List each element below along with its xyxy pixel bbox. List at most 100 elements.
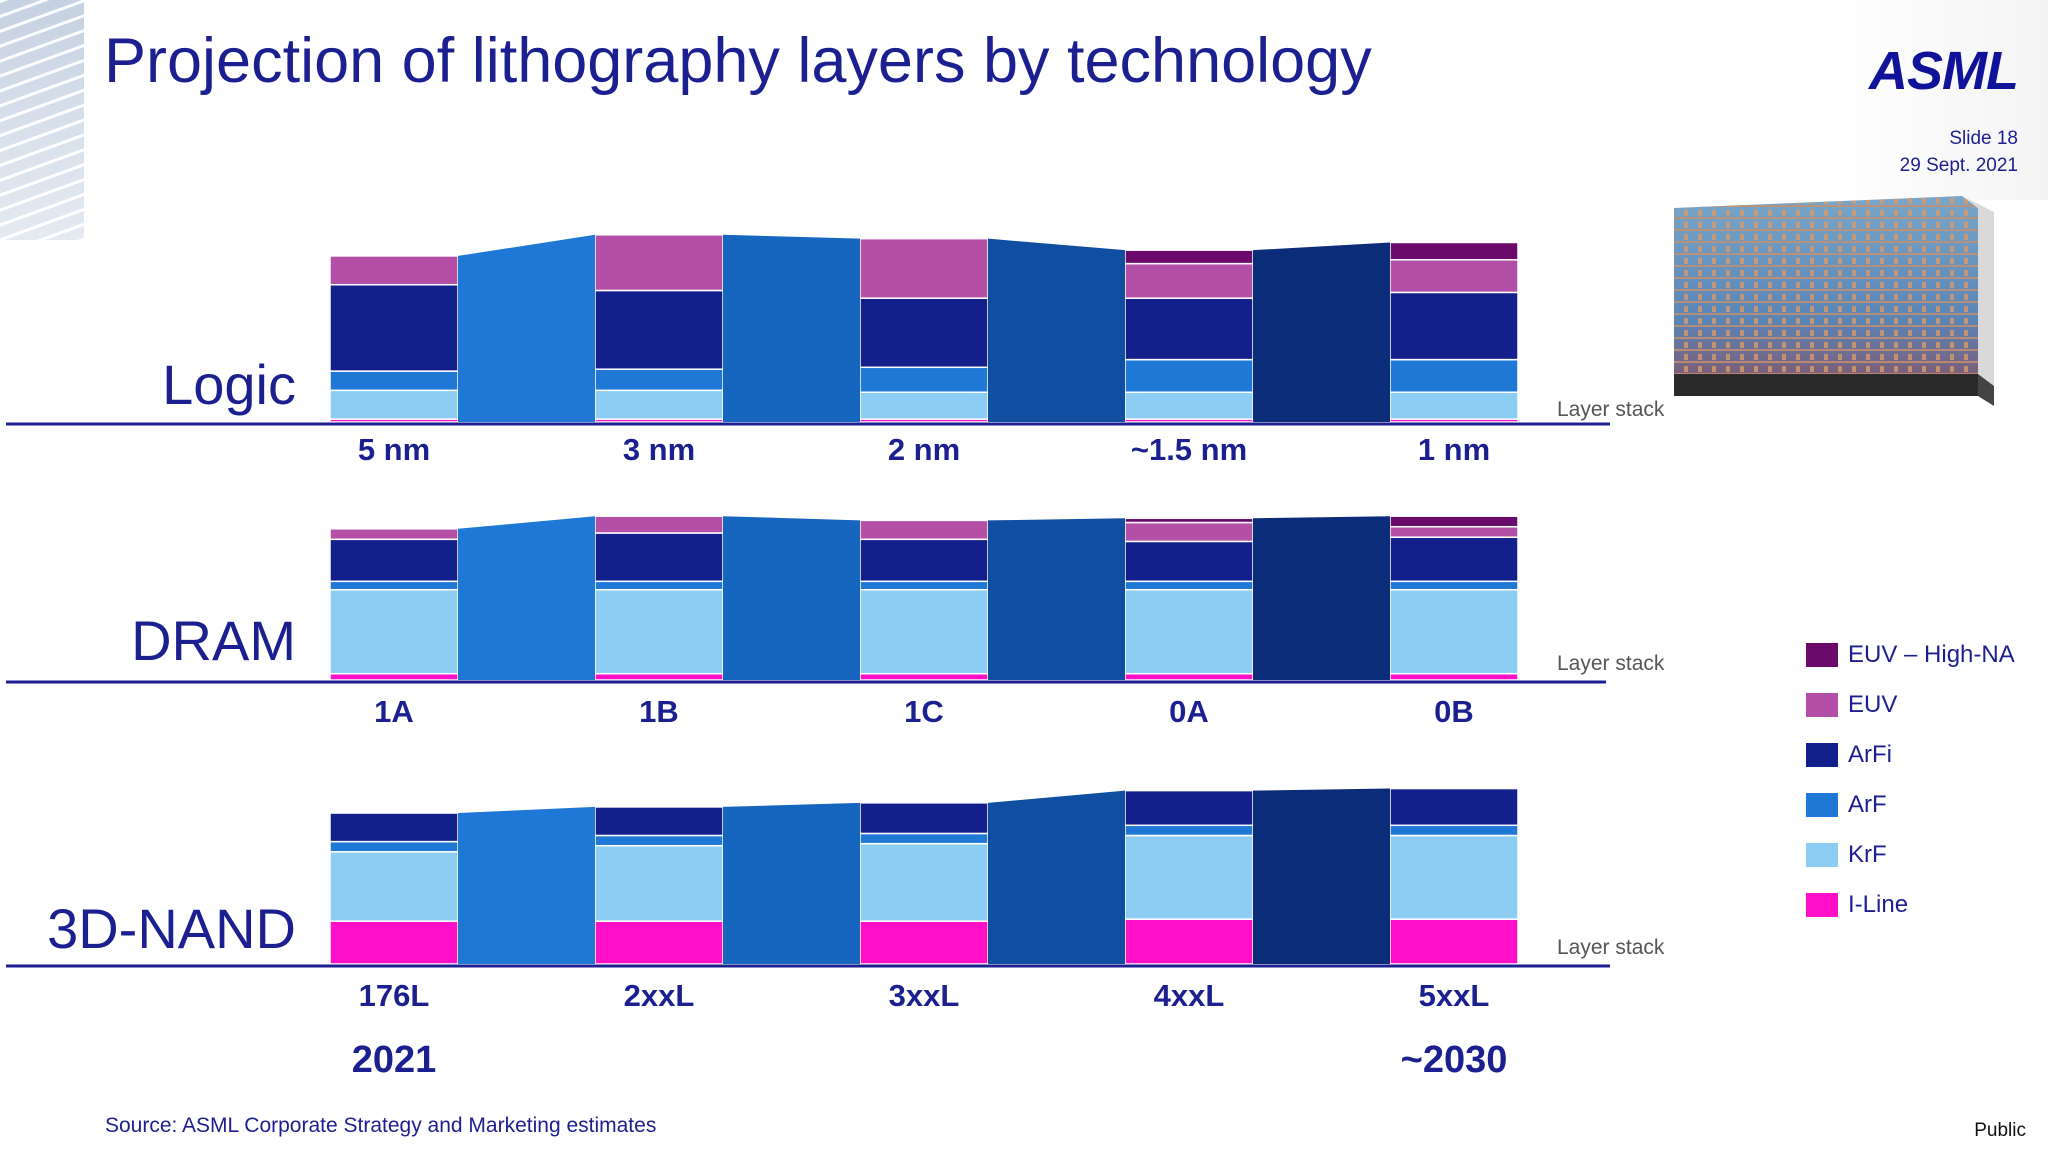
bar-segment bbox=[594, 920, 724, 965]
connector-band bbox=[1253, 788, 1390, 964]
bar-segment bbox=[594, 532, 724, 583]
bar-segment bbox=[594, 515, 724, 534]
legend-swatch bbox=[1806, 843, 1838, 867]
legend-item: I-Line bbox=[1806, 880, 2015, 930]
connector-band bbox=[458, 234, 595, 422]
layer-stack-label: Layer stack bbox=[1557, 936, 1665, 959]
legend-item: ArFi bbox=[1806, 730, 2015, 780]
legend-label: ArFi bbox=[1848, 741, 1892, 768]
legend-item: KrF bbox=[1806, 830, 2015, 880]
corner-decoration bbox=[0, 0, 84, 240]
year-end-label: ~2030 bbox=[1401, 1039, 1508, 1081]
bar-segment bbox=[1389, 391, 1519, 420]
slide-date: 29 Sept. 2021 bbox=[1899, 155, 2018, 176]
chip-cross-section-image bbox=[1674, 196, 1994, 406]
legend-swatch bbox=[1806, 643, 1838, 667]
legend-label: KrF bbox=[1848, 841, 1887, 868]
bar-segment bbox=[859, 366, 989, 393]
bar-segment bbox=[594, 368, 724, 392]
connector-band bbox=[723, 234, 860, 422]
bar-segment bbox=[1389, 918, 1519, 965]
group-label: DRAM bbox=[131, 609, 296, 672]
connector-band bbox=[1253, 516, 1390, 680]
connector-band bbox=[723, 802, 860, 964]
legend-label: EUV bbox=[1848, 691, 1898, 718]
bar-segment bbox=[1389, 588, 1519, 675]
bar-segment bbox=[1389, 672, 1519, 681]
legend-item: EUV bbox=[1806, 680, 2015, 730]
category-label: 0A bbox=[1169, 694, 1209, 729]
connector-band bbox=[723, 516, 860, 680]
bar-segment bbox=[594, 672, 724, 681]
bar-segment bbox=[859, 297, 989, 369]
bar-segment bbox=[859, 519, 989, 541]
category-label: 2xxL bbox=[624, 978, 695, 1013]
category-label: 2 nm bbox=[888, 432, 960, 467]
bar-segment bbox=[859, 538, 989, 583]
legend-swatch bbox=[1806, 893, 1838, 917]
classification-label: Public bbox=[1974, 1120, 2026, 1141]
bar-segment bbox=[594, 834, 724, 847]
bar-segment bbox=[1124, 588, 1254, 675]
connector-band bbox=[988, 518, 1125, 680]
bar-segment bbox=[859, 580, 989, 591]
bar-segment bbox=[1389, 580, 1519, 591]
group-label: 3D-NAND bbox=[47, 897, 296, 960]
year-start-label: 2021 bbox=[352, 1039, 437, 1081]
category-label: 1B bbox=[639, 694, 679, 729]
bar-segment bbox=[1124, 824, 1254, 837]
bar-segment bbox=[1124, 789, 1254, 827]
bar-segment bbox=[1389, 515, 1519, 528]
bar-segment bbox=[859, 832, 989, 845]
bar-segment bbox=[859, 588, 989, 675]
bar-segment bbox=[594, 289, 724, 370]
bar-segment bbox=[859, 672, 989, 681]
bar-segment bbox=[329, 528, 459, 541]
bar-segment bbox=[1124, 521, 1254, 543]
connector-band bbox=[1253, 242, 1390, 422]
bar-segment bbox=[594, 234, 724, 292]
bar-segment bbox=[1124, 358, 1254, 393]
bar-segment bbox=[1124, 391, 1254, 420]
legend-item: EUV – High-NA bbox=[1806, 630, 2015, 680]
connector-band bbox=[458, 516, 595, 680]
source-note: Source: ASML Corporate Strategy and Mark… bbox=[105, 1114, 657, 1137]
bar-segment bbox=[859, 237, 989, 299]
bar-segment bbox=[1389, 536, 1519, 583]
legend-item: ArF bbox=[1806, 780, 2015, 830]
bar-segment bbox=[329, 588, 459, 675]
bar-segment bbox=[594, 844, 724, 922]
bar-segment bbox=[1124, 540, 1254, 583]
bar-segment bbox=[329, 812, 459, 843]
bar-segment bbox=[1124, 517, 1254, 524]
bar-segment bbox=[329, 840, 459, 853]
category-label: 4xxL bbox=[1154, 978, 1225, 1013]
bar-segment bbox=[329, 538, 459, 583]
bar-segment bbox=[1124, 580, 1254, 591]
bar-segment bbox=[594, 389, 724, 420]
bar-segment bbox=[859, 802, 989, 835]
bar-segment bbox=[329, 580, 459, 591]
bar-segment bbox=[859, 391, 989, 420]
category-label: 1A bbox=[374, 694, 414, 729]
category-label: 1C bbox=[904, 694, 944, 729]
bar-segment bbox=[1389, 241, 1519, 261]
bar-segment bbox=[594, 806, 724, 837]
legend-label: ArF bbox=[1848, 791, 1887, 818]
bar-segment bbox=[1389, 834, 1519, 920]
bar-segment bbox=[1389, 824, 1519, 837]
bar-segment bbox=[594, 580, 724, 591]
bar-segment bbox=[1124, 834, 1254, 920]
bar-segment bbox=[1124, 249, 1254, 265]
category-label: 3xxL bbox=[889, 978, 960, 1013]
bar-segment bbox=[1124, 918, 1254, 965]
bar-segment bbox=[329, 389, 459, 420]
bar-segment bbox=[1124, 297, 1254, 361]
bar-segment bbox=[1389, 787, 1519, 827]
slide-number: Slide 18 bbox=[1949, 128, 2018, 149]
legend-label: I-Line bbox=[1848, 891, 1909, 918]
bar-segment bbox=[594, 588, 724, 675]
legend-swatch bbox=[1806, 743, 1838, 767]
connector-band bbox=[988, 238, 1125, 422]
